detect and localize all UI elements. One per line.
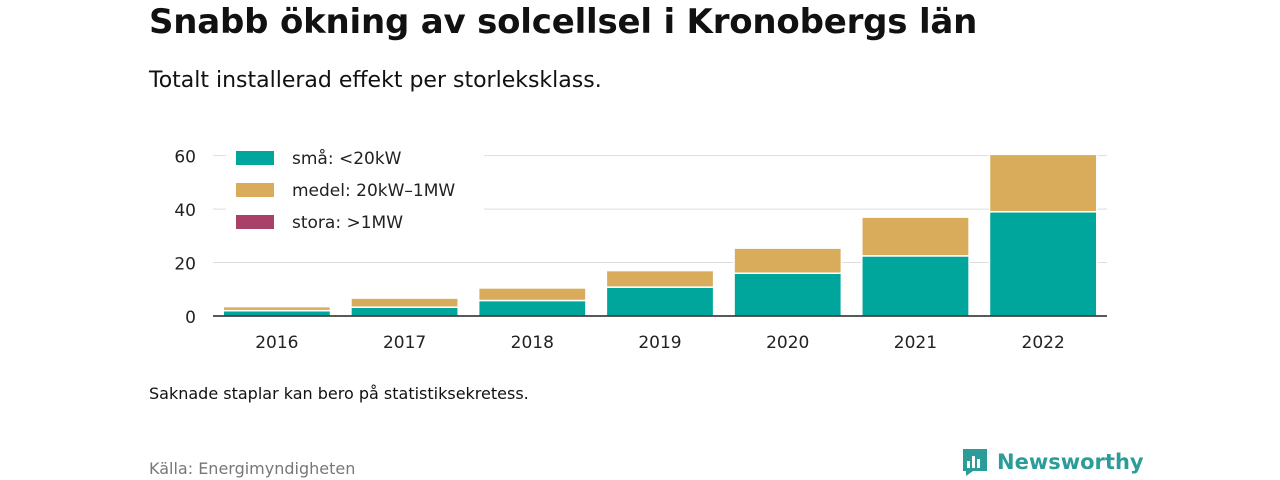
x-tick-label: 2019 bbox=[638, 333, 681, 353]
legend-label: medel: 20kW–1MW bbox=[292, 181, 455, 201]
legend-swatch bbox=[236, 151, 274, 165]
brand-name: Newsworthy bbox=[997, 450, 1144, 474]
legend: små: <20kW medel: 20kW–1MW stora: >1MW bbox=[226, 144, 484, 240]
legend-label: stora: >1MW bbox=[292, 213, 403, 233]
bars bbox=[222, 153, 1098, 317]
x-tick-label: 2016 bbox=[255, 333, 298, 353]
x-tick-label: 2018 bbox=[511, 333, 554, 353]
footnote: Saknade staplar kan bero på statistiksek… bbox=[149, 384, 529, 403]
x-axis-ticks: 2016 2017 2018 2019 2020 2021 2022 bbox=[255, 333, 1065, 353]
bar-segment bbox=[350, 297, 459, 308]
bar-segment bbox=[605, 269, 715, 288]
source-credit: Källa: Energimyndigheten bbox=[149, 459, 356, 478]
bar-segment bbox=[222, 305, 332, 312]
y-tick-label: 40 bbox=[174, 201, 196, 221]
newsworthy-logo-icon bbox=[963, 449, 987, 476]
x-tick-label: 2022 bbox=[1022, 333, 1065, 353]
bar-segment bbox=[222, 309, 332, 317]
bar-segment bbox=[477, 299, 587, 317]
brand-logo[interactable]: Newsworthy bbox=[961, 447, 1144, 477]
bar-segment bbox=[988, 153, 1098, 213]
bar-segment bbox=[350, 306, 459, 317]
chart-subtitle: Totalt installerad effekt per storlekskl… bbox=[149, 68, 602, 93]
y-tick-label: 0 bbox=[185, 308, 196, 328]
x-tick-label: 2017 bbox=[383, 333, 426, 353]
legend-label: små: <20kW bbox=[292, 148, 402, 169]
bar-segment bbox=[605, 286, 715, 317]
bar-segment bbox=[988, 211, 1098, 317]
bar-segment bbox=[733, 272, 843, 317]
chart-title: Snabb ökning av solcellsel i Kronobergs … bbox=[149, 2, 978, 42]
legend-swatch bbox=[236, 183, 274, 197]
y-axis-ticks: 0 20 40 60 bbox=[174, 148, 196, 328]
bar-segment bbox=[477, 287, 587, 302]
x-tick-label: 2020 bbox=[766, 333, 809, 353]
y-tick-label: 20 bbox=[174, 255, 196, 275]
bar-segment bbox=[861, 255, 970, 317]
x-tick-label: 2021 bbox=[894, 333, 937, 353]
stacked-bar-chart: 0 20 40 60 2016 2017 2018 2019 2020 2021 2022 små… bbox=[174, 144, 1107, 353]
legend-swatch bbox=[236, 215, 274, 229]
bar-segment bbox=[733, 247, 843, 274]
y-tick-label: 60 bbox=[174, 148, 196, 168]
bar-segment bbox=[861, 216, 970, 257]
